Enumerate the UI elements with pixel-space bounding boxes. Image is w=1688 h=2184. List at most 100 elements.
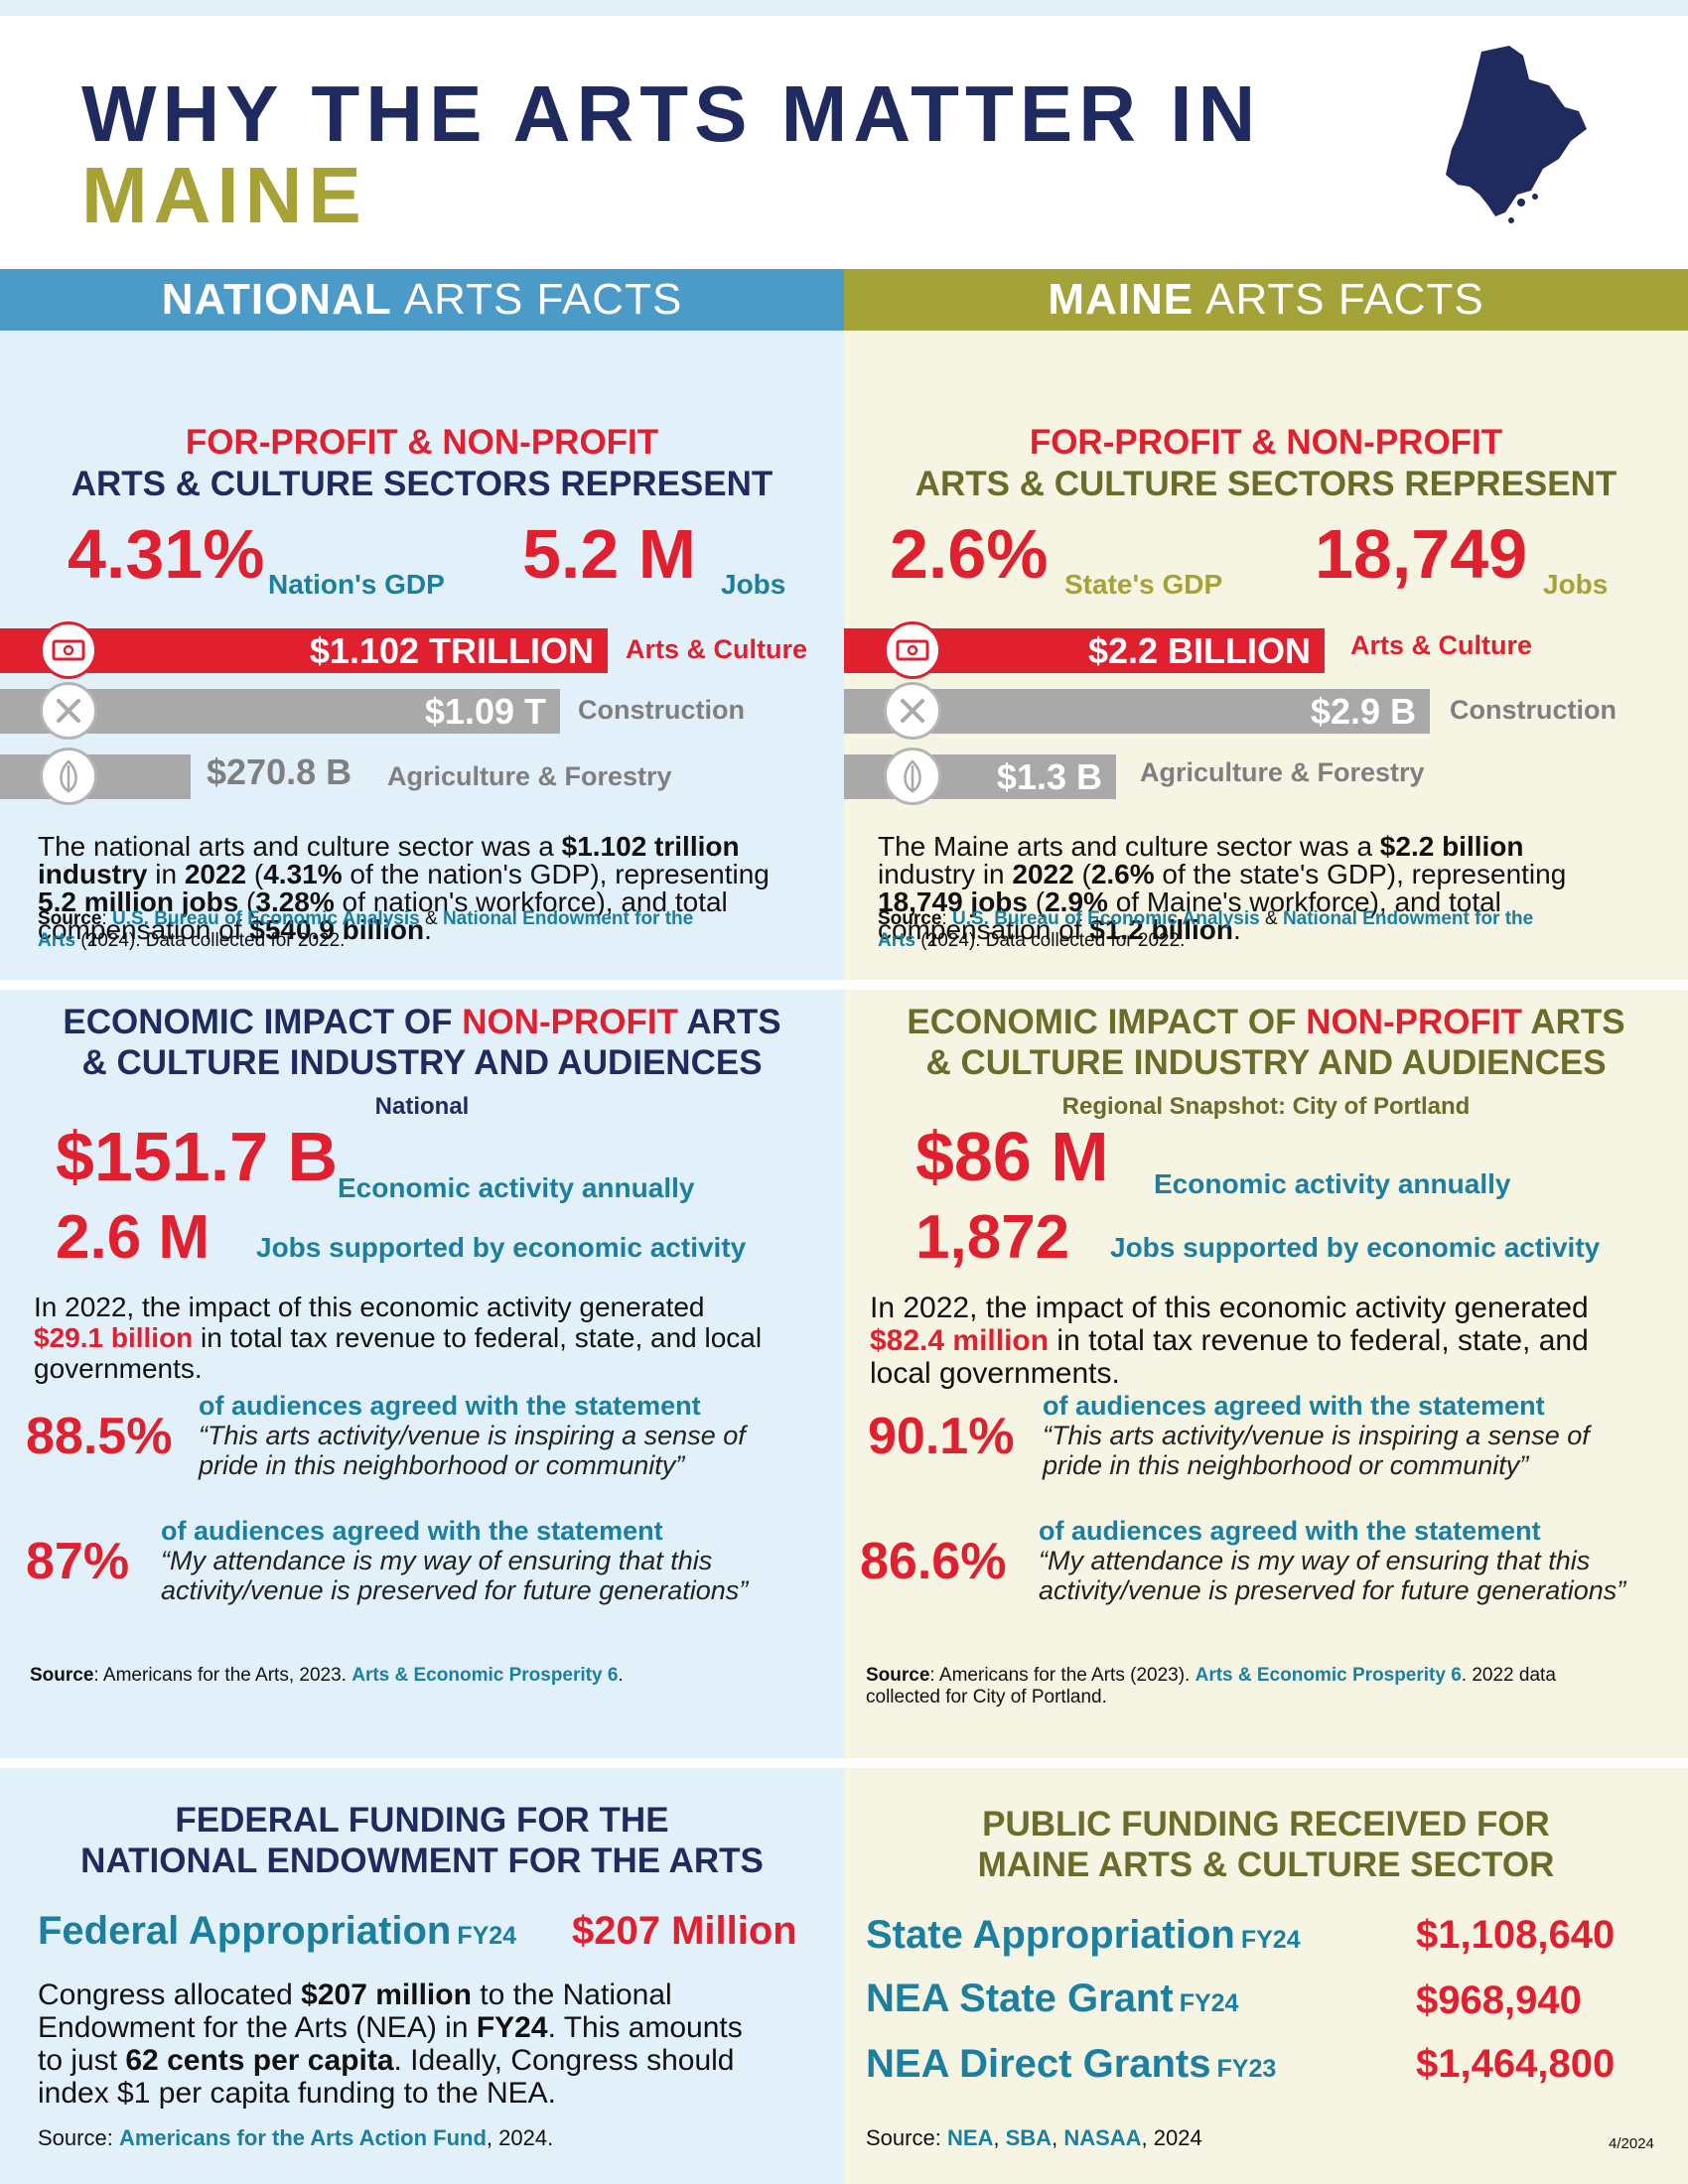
national-bar-agriculture-label: Agriculture & Forestry	[387, 761, 672, 791]
maine-sectors-paragraph: The Maine arts and culture sector was a …	[878, 831, 1567, 945]
bea-link[interactable]: U.S. Bureau of Economic Analysis	[111, 908, 420, 929]
maine-bar-agriculture-label: Agriculture & Forestry	[1140, 757, 1425, 787]
maine-agree2-text: of audiences agreed with the statement “…	[1039, 1516, 1626, 1605]
national-funding-heading-2: NATIONAL ENDOWMENT FOR THE ARTS	[80, 1842, 764, 1880]
top-strip	[0, 0, 1688, 16]
national-header-bold: NATIONAL	[161, 275, 392, 324]
national-impact-source: Source: Americans for the Arts, 2023. Ar…	[30, 1665, 624, 1686]
maine-bar-construction-label: Construction	[1450, 695, 1617, 725]
national-jobs-value: 5.2 M	[522, 515, 697, 593]
nea-link[interactable]: National Endowment for the	[1282, 908, 1534, 929]
national-sectors-paragraph: The national arts and culture sector was…	[38, 831, 770, 945]
maine-impact-jobs-label: Jobs supported by economic activity	[1110, 1232, 1601, 1263]
title-line-1: WHY THE ARTS MATTER IN	[81, 69, 1262, 158]
national-econ-value: $151.7 B	[56, 1118, 339, 1195]
maine-agree1-pct: 90.1%	[868, 1408, 1015, 1465]
state-appropriation-label: State Appropriation FY24	[866, 1913, 1301, 1957]
nea-link[interactable]: National Endowment for the	[442, 908, 694, 929]
national-bar-construction-label: Construction	[578, 695, 745, 725]
money-icon	[884, 621, 941, 679]
national-sectors-heading-red: FOR-PROFIT & NON-PROFIT	[185, 423, 659, 462]
afta-action-fund-link[interactable]: Americans for the Arts Action Fund	[118, 2125, 487, 2150]
national-bar-arts-label: Arts & Culture	[626, 634, 808, 664]
leaf-icon	[40, 748, 97, 805]
national-agree2-pct: 87%	[26, 1533, 130, 1590]
national-agree1-pct: 88.5%	[26, 1408, 173, 1465]
aep6-link[interactable]: Arts & Economic Prosperity 6	[352, 1665, 619, 1686]
maine-bar-arts-value: $2.2 BILLION	[1087, 629, 1311, 671]
national-funding-heading-1: FEDERAL FUNDING FOR THE	[175, 1801, 669, 1840]
national-agree2-text: of audiences agreed with the statement “…	[161, 1516, 749, 1605]
maine-funding-heading-2: MAINE ARTS & CULTURE SECTOR	[977, 1845, 1555, 1884]
maine-sectors-heading: ARTS & CULTURE SECTORS REPRESENT	[914, 465, 1618, 503]
national-funding-source: Source: Americans for the Arts Action Fu…	[38, 2125, 554, 2150]
national-impact-jobs-value: 2.6 M	[56, 1203, 211, 1272]
maine-map-icon	[1446, 46, 1587, 223]
maine-funding-heading-1: PUBLIC FUNDING RECEIVED FOR	[982, 1805, 1550, 1843]
maine-impact-panel: ECONOMIC IMPACT OF NON-PROFIT ARTS & CUL…	[844, 990, 1688, 1758]
maine-funding-source: Source: NEA, SBA, NASAA, 2024	[866, 2125, 1202, 2150]
nea-source-link[interactable]: NEA	[946, 2125, 994, 2150]
maine-bar-construction-value: $2.9 B	[1310, 690, 1416, 732]
national-impact-subheading: National	[374, 1093, 470, 1120]
national-impact-panel: ECONOMIC IMPACT OF NON-PROFIT ARTS & CUL…	[0, 990, 844, 1758]
nea-direct-grants-value: $1,464,800	[1416, 2042, 1616, 2086]
nasaa-source-link[interactable]: NASAA	[1063, 2125, 1142, 2150]
maine-impact-heading: ECONOMIC IMPACT OF NON-PROFIT ARTS	[907, 1003, 1625, 1041]
money-icon	[40, 621, 97, 679]
tools-icon	[40, 682, 97, 740]
aep6-link[interactable]: Arts & Economic Prosperity 6	[1195, 1665, 1462, 1686]
maine-agree2-pct: 86.6%	[860, 1533, 1007, 1590]
national-impact-jobs-label: Jobs supported by economic activity	[256, 1232, 747, 1263]
maine-gdp-label: State's GDP	[1064, 569, 1223, 600]
leaf-icon	[884, 748, 941, 805]
maine-jobs-label: Jobs	[1543, 569, 1609, 600]
national-gdp-value: 4.31%	[68, 515, 265, 593]
sba-source-link[interactable]: SBA	[1005, 2125, 1053, 2150]
maine-column: MAINE ARTS FACTS FOR-PROFIT & NON-PROFIT…	[844, 269, 1688, 2184]
maine-bar-construction: $2.9 B	[844, 689, 1430, 734]
state-appropriation-value: $1,108,640	[1416, 1913, 1616, 1957]
maine-funding-panel: PUBLIC FUNDING RECEIVED FOR MAINE ARTS &…	[844, 1768, 1688, 2184]
national-bar-agriculture-value: $270.8 B	[207, 751, 352, 792]
nea-state-grant-value: $968,940	[1416, 1979, 1582, 2022]
maine-header-bold: MAINE	[1048, 275, 1195, 324]
maine-bar-agriculture-value: $1.3 B	[996, 755, 1102, 797]
page-title: WHY THE ARTS MATTER IN MAINE	[81, 73, 1261, 236]
national-jobs-label: Jobs	[721, 569, 786, 600]
nea-state-grant-label: NEA State Grant FY24	[866, 1977, 1239, 2020]
national-impact-heading: ECONOMIC IMPACT OF NON-PROFIT ARTS	[63, 1003, 781, 1041]
national-gdp-label: Nation's GDP	[268, 569, 445, 600]
maine-jobs-value: 18,749	[1315, 515, 1528, 593]
maine-tax-paragraph: In 2022, the impact of this economic act…	[870, 1292, 1589, 1390]
maine-bar-arts-label: Arts & Culture	[1350, 630, 1533, 660]
maine-header: MAINE ARTS FACTS	[844, 269, 1688, 331]
maine-impact-source: Source: Americans for the Arts (2023). A…	[866, 1665, 1556, 1707]
national-funding-paragraph: Congress allocated $207 million to the N…	[38, 1979, 743, 2110]
national-econ-label: Economic activity annually	[338, 1172, 695, 1203]
national-header-rest: ARTS FACTS	[403, 275, 683, 324]
nea-link-cont[interactable]: Arts	[38, 930, 76, 951]
national-bar-arts: $1.102 TRILLION	[0, 628, 608, 673]
national-sectors-heading: ARTS & CULTURE SECTORS REPRESENT	[70, 465, 774, 503]
maine-econ-label: Economic activity annually	[1154, 1168, 1511, 1199]
title-line-2: MAINE	[81, 151, 367, 239]
national-bar-construction-value: $1.09 T	[424, 690, 546, 732]
nea-link-cont[interactable]: Arts	[878, 930, 916, 951]
nea-direct-grants-label: NEA Direct Grants FY23	[866, 2042, 1277, 2086]
national-impact-heading-2: & CULTURE INDUSTRY AND AUDIENCES	[81, 1043, 763, 1082]
national-bar-arts-value: $1.102 TRILLION	[309, 629, 594, 671]
national-sectors-panel: FOR-PROFIT & NON-PROFIT ARTS & CULTURE S…	[0, 331, 844, 980]
maine-gdp-value: 2.6%	[890, 515, 1049, 593]
maine-econ-value: $86 M	[915, 1118, 1109, 1195]
national-funding-panel: FEDERAL FUNDING FOR THE NATIONAL ENDOWME…	[0, 1768, 844, 2184]
tools-icon	[884, 682, 941, 740]
maine-impact-subheading: Regional Snapshot: City of Portland	[1061, 1093, 1471, 1120]
maine-agree1-text: of audiences agreed with the statement “…	[1043, 1391, 1590, 1480]
maine-sectors-panel: FOR-PROFIT & NON-PROFIT ARTS & CULTURE S…	[844, 331, 1688, 980]
national-column: NATIONAL ARTS FACTS FOR-PROFIT & NON-PRO…	[0, 269, 844, 2184]
national-agree1-text: of audiences agreed with the statement “…	[199, 1391, 746, 1480]
maine-sectors-heading-red: FOR-PROFIT & NON-PROFIT	[1029, 423, 1503, 462]
federal-appropriation-value: $207 Million	[572, 1909, 797, 1953]
bea-link[interactable]: U.S. Bureau of Economic Analysis	[951, 908, 1260, 929]
